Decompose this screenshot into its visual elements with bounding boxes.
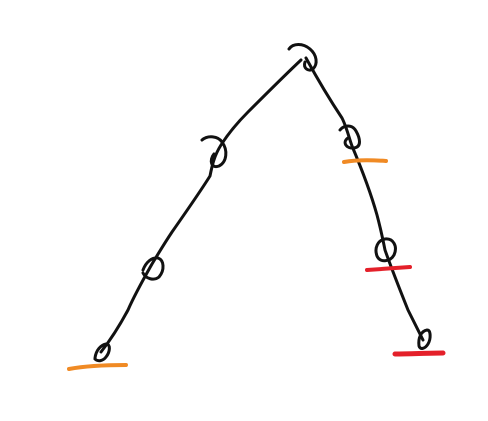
left-leg-line [99, 58, 303, 354]
right-foot-knot-icon [417, 328, 432, 350]
right-middle-knot-icon [374, 237, 397, 263]
orange-mark-right-upper [342, 158, 388, 164]
orange-mark-left-foot [67, 363, 128, 371]
right-upper-knot-icon [338, 124, 361, 150]
left-lower-knot-icon [141, 256, 165, 281]
left-upper-knot-icon [200, 135, 228, 169]
colored-marks [67, 158, 446, 371]
left-foot-knot-icon [93, 342, 111, 363]
black-strokes [93, 43, 432, 363]
right-leg-line [304, 56, 425, 342]
top-knot-icon [287, 43, 318, 72]
red-mark-right-foot [392, 350, 446, 357]
red-mark-right-middle [365, 265, 412, 272]
